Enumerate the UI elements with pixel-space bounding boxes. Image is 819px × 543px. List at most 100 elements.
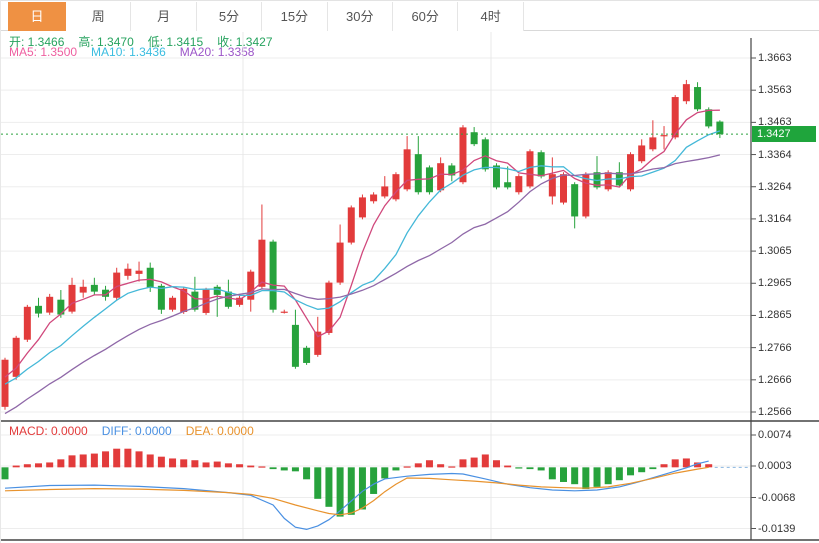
- macd-bar-negative: [615, 467, 623, 481]
- candle-body-up: [459, 127, 467, 183]
- candle-body-down: [571, 184, 579, 217]
- macd-bar-negative: [347, 467, 355, 515]
- tab-period-周[interactable]: 周: [66, 2, 132, 31]
- candle-body-up: [381, 186, 389, 197]
- candle-body-up: [113, 272, 121, 298]
- macd-bar-positive: [448, 466, 456, 468]
- candle-body-up: [236, 297, 244, 305]
- macd-bar-positive: [35, 463, 43, 468]
- candle-body-up: [23, 306, 31, 340]
- price-axis-label: 1.3164: [758, 212, 792, 225]
- candle-body-up: [682, 84, 690, 102]
- macd-bar-positive: [68, 455, 76, 468]
- macd-bar-negative: [358, 467, 366, 510]
- macd-bar-negative: [582, 467, 590, 490]
- macd-bar-positive: [46, 462, 54, 468]
- macd-bar-positive: [191, 460, 199, 468]
- candle-body-up: [370, 194, 378, 202]
- candle-body-down: [157, 285, 165, 310]
- candle-body-up: [560, 174, 567, 203]
- candle-body-down: [425, 167, 433, 193]
- tab-period-15分[interactable]: 15分: [262, 2, 328, 31]
- ma-readout-MA20: MA20: 1.3358: [179, 45, 255, 59]
- ma-readout-row: MA5: 1.3500 MA10: 1.3436 MA20: 1.3358: [9, 45, 268, 59]
- candle-body-down: [694, 87, 702, 110]
- candle-body-down: [35, 305, 43, 314]
- ohlc-收: 收: 1.3427: [217, 35, 273, 49]
- candle-body-up: [258, 239, 266, 287]
- macd-bar-positive: [437, 464, 445, 468]
- candle-body-up: [180, 288, 188, 312]
- candle-body-up: [437, 163, 445, 191]
- macd-bar-positive: [403, 466, 411, 468]
- macd-bar-positive: [459, 459, 467, 468]
- macd-bar-negative: [381, 467, 389, 479]
- macd-bar-positive: [682, 458, 690, 468]
- macd-readout-row: MACD: 0.0000 DIFF: 0.0000 DEA: 0.0000: [9, 424, 268, 438]
- macd-bar-negative: [593, 467, 601, 487]
- candle-body-up: [46, 296, 54, 313]
- macd-bar-negative: [303, 467, 311, 480]
- candle-body-down: [492, 165, 500, 188]
- candle-body-up: [135, 270, 143, 274]
- candle-body-up: [336, 242, 344, 283]
- candle-body-up: [526, 151, 534, 187]
- macd-axis-label: -0.0068: [758, 491, 796, 504]
- candle-body-down: [269, 241, 277, 310]
- macd-bar-positive: [57, 459, 65, 468]
- tab-period-30分[interactable]: 30分: [327, 2, 393, 31]
- candle-body-up: [649, 137, 657, 150]
- candle-body-down: [504, 182, 512, 188]
- price-axis-label: 1.3364: [758, 148, 792, 161]
- candle-body-down: [90, 284, 98, 292]
- ma-readout-MA5: MA5: 1.3500: [9, 45, 78, 59]
- macd-bar-positive: [504, 465, 512, 468]
- period-tabbar: 日周月 5分 15分 30分 60分 4时: [1, 0, 819, 31]
- macd-bar-negative: [627, 467, 635, 476]
- macd-bar-negative: [560, 467, 567, 482]
- macd-bar-positive: [146, 454, 154, 468]
- macd-bar-positive: [135, 451, 143, 468]
- macd-dea-line: [4, 466, 709, 516]
- tab-period-4时[interactable]: 4时: [458, 2, 524, 31]
- candle-body-up: [660, 135, 668, 137]
- ma20-line: [4, 154, 721, 415]
- price-axis-label: 1.2865: [758, 309, 792, 322]
- macd-bar-negative: [526, 467, 534, 470]
- candle-body-up: [1, 359, 9, 407]
- ma-readout-MA10: MA10: 1.3436: [91, 45, 166, 59]
- macd-bar-positive: [157, 456, 165, 468]
- tab-period-60分[interactable]: 60分: [393, 2, 459, 31]
- macd-bar-negative: [548, 467, 556, 480]
- candle-body-down: [303, 347, 311, 363]
- macd-bar-negative: [571, 467, 579, 485]
- price-axis-label: 1.2566: [758, 406, 792, 418]
- macd-bar-positive: [224, 463, 232, 468]
- candle-body-down: [470, 132, 478, 145]
- candle-body-up: [247, 271, 255, 300]
- macd-bar-positive: [12, 465, 20, 468]
- macd-bar-positive: [102, 451, 110, 468]
- candle-body-down: [191, 291, 199, 310]
- macd-bar-negative: [649, 467, 657, 470]
- candle-body-down: [213, 286, 221, 295]
- candle-body-up: [202, 289, 210, 313]
- tab-period-日[interactable]: 日: [8, 2, 66, 31]
- macd-diff-line: [4, 460, 709, 531]
- candle-body-up: [627, 154, 635, 190]
- ma10-line: [4, 130, 721, 385]
- macd-bar-negative: [370, 467, 378, 494]
- macd-axis-label: 0.0003: [758, 460, 792, 472]
- candle-body-up: [347, 207, 355, 243]
- macd-bar-positive: [113, 448, 121, 468]
- tab-period-5分[interactable]: 5分: [196, 2, 263, 31]
- macd-bar-negative: [280, 467, 288, 471]
- macd-bar-negative: [336, 467, 344, 517]
- candle-body-up: [12, 337, 20, 377]
- tab-period-月[interactable]: 月: [131, 2, 197, 31]
- candle-body-up: [548, 174, 556, 197]
- macd-readout-DIFF: DIFF: 0.0000: [101, 424, 172, 438]
- macd-bar-positive: [660, 464, 668, 468]
